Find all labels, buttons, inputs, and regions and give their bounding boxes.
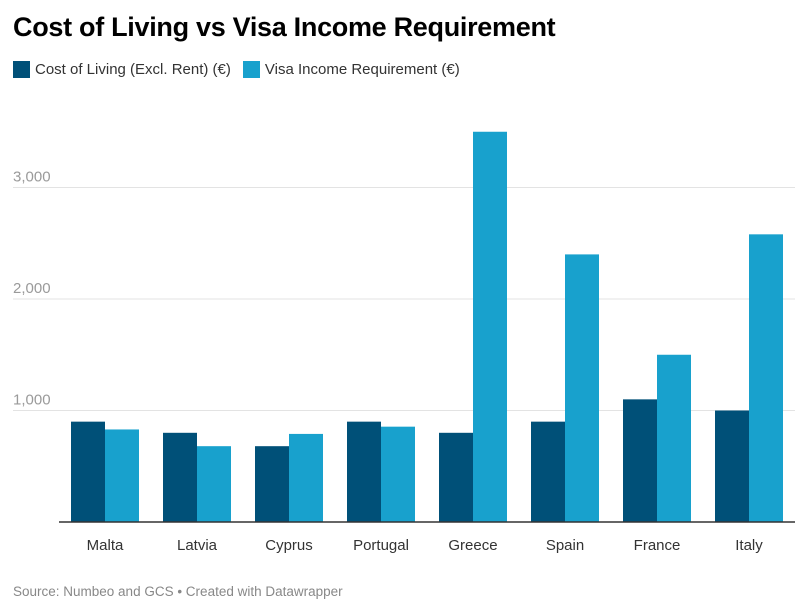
y-tick-label-3000: 3,000: [13, 169, 51, 186]
bar-latvia-series-2: [197, 446, 231, 522]
bar-portugal-series-2: [381, 426, 415, 522]
x-tick-label-malta: Malta: [87, 537, 124, 554]
legend-label-cost-of-living: Cost of Living (Excl. Rent) (€): [35, 61, 231, 78]
x-tick-label-latvia: Latvia: [177, 537, 218, 554]
bar-malta-series-2: [105, 429, 139, 522]
bar-cyprus-series-1: [255, 446, 289, 522]
bar-italy-series-2: [749, 234, 783, 522]
bar-france-series-1: [623, 399, 657, 522]
legend-item-cost-of-living: Cost of Living (Excl. Rent) (€): [13, 61, 231, 78]
chart-source: Source: Numbeo and GCS • Created with Da…: [13, 584, 343, 599]
bar-portugal-series-1: [347, 421, 381, 522]
chart-legend: Cost of Living (Excl. Rent) (€) Visa Inc…: [13, 61, 472, 78]
y-tick-label-1000: 1,000: [13, 392, 51, 409]
x-tick-label-greece: Greece: [448, 537, 497, 554]
legend-swatch-cost-of-living: [13, 61, 30, 78]
bar-france-series-2: [657, 354, 691, 522]
bar-greece-series-1: [439, 432, 473, 522]
x-tick-label-cyprus: Cyprus: [265, 537, 313, 554]
legend-label-visa-income: Visa Income Requirement (€): [264, 61, 460, 78]
legend-item-visa-income: Visa Income Requirement (€): [242, 61, 460, 78]
bar-latvia-series-1: [163, 432, 197, 522]
bar-cyprus-series-2: [289, 433, 323, 522]
legend-swatch-visa-income: [242, 61, 260, 78]
bar-spain-series-1: [531, 421, 565, 522]
y-tick-label-2000: 2,000: [13, 280, 51, 297]
x-tick-label-france: France: [634, 537, 681, 554]
bar-malta-series-1: [71, 421, 105, 522]
x-tick-label-spain: Spain: [546, 537, 584, 554]
chart-title: Cost of Living vs Visa Income Requiremen…: [13, 12, 556, 42]
bar-spain-series-2: [565, 254, 599, 522]
bar-greece-series-2: [473, 131, 507, 522]
x-tick-label-portugal: Portugal: [353, 537, 409, 554]
bar-italy-series-1: [715, 410, 749, 522]
x-tick-label-italy: Italy: [735, 537, 763, 554]
